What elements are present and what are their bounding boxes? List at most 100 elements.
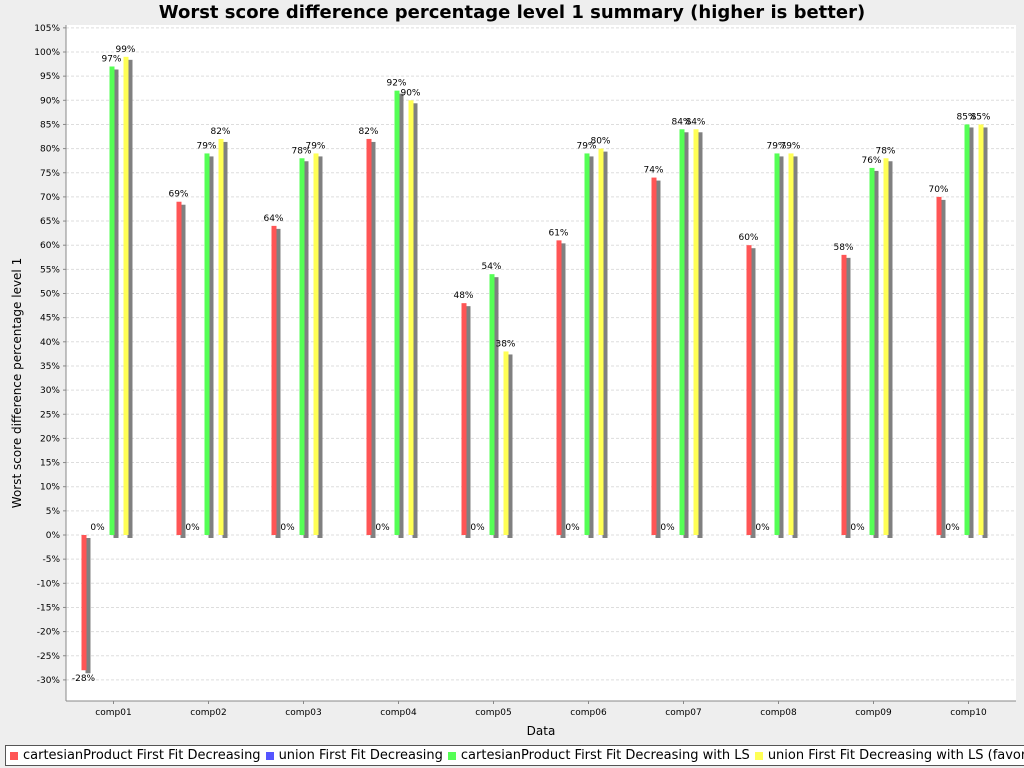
data-label: 79% bbox=[780, 141, 800, 151]
bar-shadow bbox=[275, 228, 281, 538]
bar-shadow bbox=[208, 156, 214, 538]
bar bbox=[313, 153, 319, 535]
bar-shadow bbox=[940, 199, 946, 538]
data-label: 0% bbox=[185, 523, 200, 533]
bar-shadow bbox=[683, 132, 689, 538]
data-label: 58% bbox=[833, 243, 853, 253]
y-tick-label: 60% bbox=[40, 241, 60, 251]
data-label: 54% bbox=[481, 262, 501, 272]
data-label: 76% bbox=[861, 156, 881, 166]
x-tick-label: comp09 bbox=[855, 708, 892, 718]
bar-shadow bbox=[370, 141, 376, 538]
data-label: 74% bbox=[643, 166, 663, 176]
bar-shadow bbox=[588, 156, 594, 538]
bar-shadow bbox=[127, 59, 133, 539]
legend-item: cartesianProduct First Fit Decreasing wi… bbox=[447, 748, 750, 763]
data-label: 0% bbox=[850, 523, 865, 533]
data-label: -28% bbox=[72, 674, 96, 684]
y-tick-label: 25% bbox=[40, 410, 60, 420]
bar bbox=[299, 158, 305, 535]
bar-shadow bbox=[493, 277, 499, 538]
bar bbox=[123, 56, 129, 536]
y-tick-label: -30% bbox=[37, 676, 61, 686]
data-label: 70% bbox=[928, 185, 948, 195]
y-tick-label: 0% bbox=[46, 531, 61, 541]
bar-shadow bbox=[697, 132, 703, 538]
y-tick-label: -5% bbox=[42, 555, 60, 565]
data-label: 78% bbox=[291, 146, 311, 156]
data-label: 82% bbox=[210, 127, 230, 137]
bar-shadow bbox=[180, 204, 186, 539]
y-tick-label: 75% bbox=[40, 169, 60, 179]
bar bbox=[774, 153, 780, 535]
bar-shadow bbox=[602, 151, 608, 538]
bar bbox=[584, 153, 590, 535]
bar bbox=[788, 153, 794, 535]
legend-label: union First Fit Decreasing with LS (favo… bbox=[767, 748, 1024, 763]
bar bbox=[964, 124, 970, 535]
y-tick-label: 20% bbox=[40, 434, 60, 444]
data-label: 85% bbox=[970, 112, 990, 122]
bar bbox=[883, 158, 889, 535]
bar-shadow bbox=[507, 354, 513, 538]
data-label: 0% bbox=[565, 523, 580, 533]
data-label: 85% bbox=[956, 112, 976, 122]
x-tick-label: comp10 bbox=[950, 708, 987, 718]
bar-shadow bbox=[887, 161, 893, 538]
legend-item: union First Fit Decreasing bbox=[265, 748, 443, 763]
x-tick-label: comp08 bbox=[760, 708, 797, 718]
x-tick-label: comp06 bbox=[570, 708, 607, 718]
legend-label: union First Fit Decreasing bbox=[278, 748, 443, 763]
bar bbox=[461, 303, 467, 535]
y-axis-label: Worst score difference percentage level … bbox=[10, 258, 24, 508]
data-label: 99% bbox=[115, 45, 135, 55]
chart-title: Worst score difference percentage level … bbox=[159, 2, 865, 23]
data-label: 0% bbox=[375, 523, 390, 533]
data-label: 97% bbox=[101, 54, 121, 64]
data-label: 0% bbox=[755, 523, 770, 533]
data-label: 0% bbox=[90, 523, 105, 533]
x-tick-label: comp01 bbox=[95, 708, 131, 718]
data-label: 84% bbox=[685, 117, 705, 127]
y-tick-label: 15% bbox=[40, 459, 60, 469]
bar bbox=[218, 138, 224, 535]
data-label: 80% bbox=[590, 137, 610, 147]
y-tick-label: 85% bbox=[40, 120, 60, 130]
bar-shadow bbox=[222, 141, 228, 538]
bar bbox=[693, 129, 699, 535]
bar bbox=[81, 535, 87, 671]
y-tick-label: 95% bbox=[40, 72, 60, 82]
bar-shadow bbox=[982, 127, 988, 538]
bar bbox=[366, 138, 372, 535]
bar-shadow bbox=[560, 243, 566, 538]
data-label: 61% bbox=[548, 228, 568, 238]
bar bbox=[978, 124, 984, 535]
bar-shadow bbox=[85, 538, 91, 674]
chart: Worst score difference percentage level … bbox=[10, 2, 1016, 738]
y-tick-label: 5% bbox=[46, 507, 61, 517]
data-label: 82% bbox=[358, 127, 378, 137]
bar bbox=[746, 245, 752, 535]
data-label: 79% bbox=[305, 141, 325, 151]
y-tick-label: 90% bbox=[40, 96, 60, 106]
y-tick-label: 100% bbox=[34, 48, 60, 58]
data-label: 0% bbox=[945, 523, 960, 533]
y-tick-label: 70% bbox=[40, 193, 60, 203]
y-tick-label: 40% bbox=[40, 338, 60, 348]
y-tick-label: -20% bbox=[37, 628, 61, 638]
legend-swatch bbox=[10, 751, 18, 760]
bar-shadow bbox=[398, 93, 404, 538]
bar bbox=[271, 225, 277, 535]
legend-label: cartesianProduct First Fit Decreasing bbox=[23, 748, 261, 763]
legend-swatch bbox=[754, 751, 763, 760]
data-label: 48% bbox=[453, 291, 473, 301]
legend: cartesianProduct First Fit Decreasing uni… bbox=[5, 745, 1024, 766]
data-label: 60% bbox=[738, 233, 758, 243]
data-label: 78% bbox=[875, 146, 895, 156]
bar-shadow bbox=[465, 306, 471, 538]
data-label: 0% bbox=[280, 523, 295, 533]
x-tick-label: comp03 bbox=[285, 708, 321, 718]
y-tick-label: 45% bbox=[40, 314, 60, 324]
data-label: 69% bbox=[168, 190, 188, 200]
y-tick-label: -25% bbox=[37, 652, 61, 662]
